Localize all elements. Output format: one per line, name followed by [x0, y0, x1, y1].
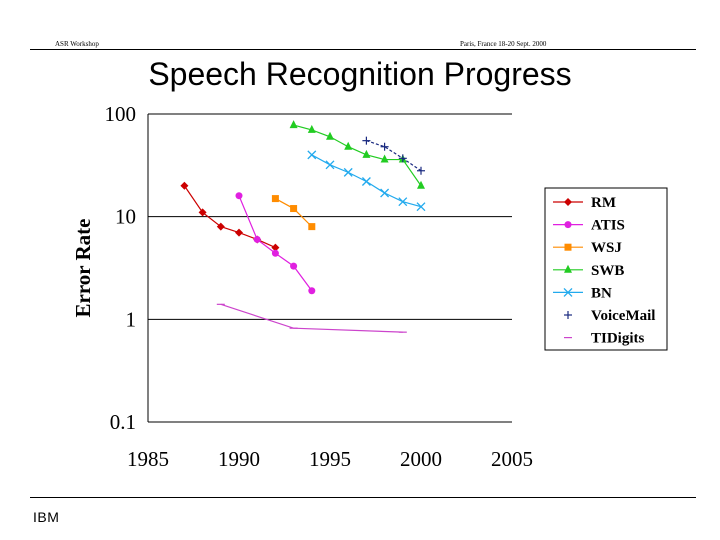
y-tick-label: 1 — [126, 307, 137, 331]
data-point — [308, 223, 316, 231]
chart-series — [180, 120, 426, 333]
data-point — [380, 142, 389, 151]
data-point — [564, 311, 572, 319]
data-point — [380, 154, 389, 163]
data-point — [564, 198, 572, 206]
chart-axes: 100 10 1 0.1 1985 1990 1995 2000 2005 Error Rate — [71, 102, 533, 471]
series-voicemail — [362, 136, 425, 175]
x-tick-label: 2005 — [491, 447, 533, 471]
data-point — [290, 262, 298, 270]
data-point — [180, 181, 189, 190]
y-axis-title: Error Rate — [71, 219, 95, 318]
series-bn — [307, 150, 426, 212]
x-tick-label: 1990 — [218, 447, 260, 471]
data-point — [344, 141, 353, 150]
legend-label: BN — [591, 285, 612, 301]
series-line — [275, 198, 313, 228]
legend-item-tidigits: TIDigits — [564, 331, 645, 347]
data-point — [271, 249, 279, 257]
header-right-text: Paris, France 18-20 Sept. 2000 — [460, 40, 547, 48]
legend-item-swb: SWB — [553, 263, 624, 279]
y-tick-label: 10 — [115, 205, 136, 229]
data-point — [235, 228, 243, 237]
legend-box — [544, 187, 668, 351]
legend-label: VoiceMail — [591, 308, 655, 324]
data-point — [235, 192, 243, 200]
data-point — [290, 205, 298, 213]
series-line — [366, 140, 422, 172]
legend-item-rm: RM — [553, 195, 616, 211]
x-tick-label: 1985 — [127, 447, 169, 471]
data-point — [308, 287, 316, 295]
legend-item-bn: BN — [553, 285, 612, 301]
series-line — [220, 303, 403, 333]
y-tick-label: 100 — [105, 102, 137, 126]
series-atis — [235, 192, 316, 295]
data-point — [289, 120, 298, 129]
chart-legend: RM ATIS WSJ SWB BN VoiceMail TIDigits — [544, 187, 668, 351]
data-point — [271, 195, 279, 203]
y-tick-label: 0.1 — [110, 410, 136, 434]
legend-label: TIDigits — [591, 331, 645, 347]
top-divider — [30, 49, 696, 50]
legend-item-voicemail: VoiceMail — [564, 308, 655, 324]
series-line — [238, 195, 313, 292]
data-point — [216, 222, 225, 231]
data-point — [380, 188, 390, 198]
data-point — [564, 221, 572, 229]
data-point — [417, 180, 425, 189]
data-point — [253, 235, 261, 243]
bottom-divider — [30, 497, 696, 498]
x-tick-label: 1995 — [309, 447, 351, 471]
ibm-logo: IBM — [33, 509, 60, 525]
data-point — [326, 131, 334, 140]
legend-label: WSJ — [591, 240, 622, 256]
data-point — [564, 264, 572, 273]
data-point — [343, 167, 353, 177]
data-point — [198, 208, 207, 217]
data-point — [564, 243, 572, 251]
data-point — [307, 150, 317, 160]
data-point — [398, 197, 408, 207]
data-point — [271, 243, 280, 252]
data-point — [362, 149, 371, 158]
series-tidigits — [216, 303, 407, 333]
data-point — [563, 287, 573, 297]
legend-item-atis: ATIS — [553, 218, 625, 234]
data-point — [417, 166, 425, 175]
series-wsj — [271, 195, 316, 231]
page-title: Speech Recognition Progress — [148, 56, 572, 92]
data-point — [361, 177, 371, 186]
series-swb — [289, 120, 425, 189]
data-point — [398, 154, 407, 163]
legend-label: SWB — [591, 263, 624, 279]
chart-grid — [148, 113, 512, 423]
header-left-text: ASR Workshop — [55, 40, 99, 48]
x-tick-label: 2000 — [400, 447, 442, 471]
data-point — [307, 124, 316, 133]
legend-label: ATIS — [591, 218, 625, 234]
data-point — [416, 202, 426, 212]
legend-item-wsj: WSJ — [553, 240, 622, 256]
data-point — [362, 136, 371, 145]
legend-label: RM — [591, 195, 616, 211]
data-point — [325, 160, 335, 170]
